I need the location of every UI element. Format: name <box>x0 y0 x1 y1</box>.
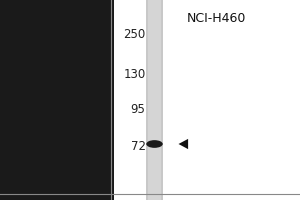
Text: 95: 95 <box>130 103 146 116</box>
Ellipse shape <box>146 140 163 148</box>
FancyBboxPatch shape <box>0 0 114 200</box>
Polygon shape <box>178 139 188 149</box>
Text: 72: 72 <box>130 140 146 154</box>
FancyBboxPatch shape <box>146 0 163 200</box>
FancyBboxPatch shape <box>148 0 161 200</box>
Text: NCI-H460: NCI-H460 <box>186 12 246 25</box>
Text: 250: 250 <box>123 28 146 42</box>
Text: 130: 130 <box>123 68 146 80</box>
